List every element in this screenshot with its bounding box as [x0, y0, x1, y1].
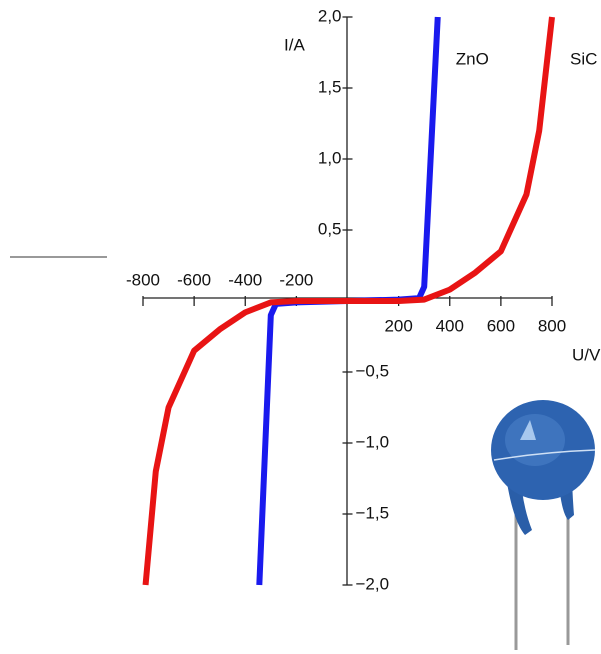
x-tick-label: -600	[177, 270, 211, 289]
x-tick-label: -800	[126, 270, 160, 289]
x-tick-label: 600	[487, 316, 515, 335]
y-axis-label: I/A	[284, 35, 305, 54]
x-tick-label: -400	[228, 270, 262, 289]
legend-label: SiC	[570, 49, 597, 68]
x-tick-label: 200	[384, 316, 412, 335]
chart: I/A U/V -800 -600 -400 -200 200 400 600 800 2,0 1…	[0, 0, 601, 654]
x-axis-label: U/V	[572, 345, 601, 364]
series-line	[146, 17, 552, 585]
y-tick-label: −1,0	[356, 432, 390, 451]
varistor-image	[491, 400, 595, 650]
y-tick-label: 2,0	[318, 6, 342, 25]
x-tick-label: 800	[538, 316, 566, 335]
y-tick-label: −0,5	[356, 361, 390, 380]
x-tick-label: -200	[279, 270, 313, 289]
y-tick-label: 1,5	[318, 77, 342, 96]
y-tick-label: −1,5	[356, 503, 390, 522]
y-tick-label: 1,0	[318, 148, 342, 167]
x-tick-label: 400	[436, 316, 464, 335]
y-tick-label: −2,0	[356, 574, 390, 593]
y-tick-label: 0,5	[318, 219, 342, 238]
legend-label: ZnO	[456, 49, 489, 68]
